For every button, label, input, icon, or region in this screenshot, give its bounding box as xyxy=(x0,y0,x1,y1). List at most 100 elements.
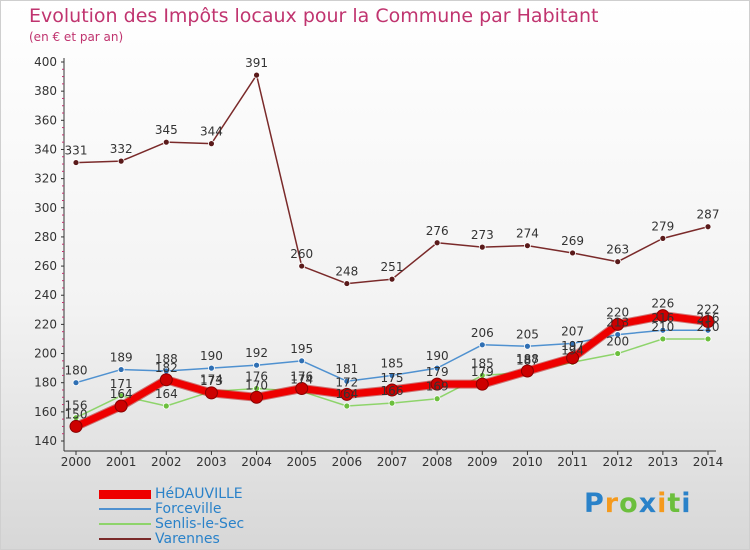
data-point xyxy=(298,357,306,365)
data-label: 169 xyxy=(426,380,449,394)
logo-letter: o xyxy=(619,488,639,519)
data-point xyxy=(253,71,260,79)
x-tick-label: 2001 xyxy=(106,455,137,469)
data-label: 164 xyxy=(110,387,133,401)
data-label: 332 xyxy=(110,142,133,156)
x-tick-label: 2002 xyxy=(151,455,182,469)
data-point xyxy=(433,364,441,372)
data-label: 248 xyxy=(335,265,358,279)
data-point xyxy=(614,350,622,357)
y-tick-label: 260 xyxy=(34,259,57,273)
y-tick-label: 180 xyxy=(34,376,57,390)
data-point xyxy=(72,379,80,387)
data-point xyxy=(569,339,576,347)
y-tick-label: 400 xyxy=(34,55,57,69)
data-label: 180 xyxy=(65,364,88,378)
data-label: 188 xyxy=(516,352,539,366)
data-point xyxy=(701,314,715,328)
data-label: 192 xyxy=(245,346,268,360)
data-label: 200 xyxy=(606,335,629,349)
data-point xyxy=(566,351,580,365)
data-point xyxy=(656,309,670,323)
data-label: 172 xyxy=(335,375,358,389)
data-label: 175 xyxy=(381,371,404,385)
data-label: 174 xyxy=(200,372,223,386)
x-tick-label: 2009 xyxy=(467,455,498,469)
data-label: 210 xyxy=(697,320,720,334)
data-label: 216 xyxy=(697,311,720,325)
y-tick-label: 340 xyxy=(34,142,57,156)
data-label: 164 xyxy=(335,387,358,401)
data-point xyxy=(385,383,399,397)
data-point xyxy=(611,317,625,331)
data-label: 220 xyxy=(606,305,629,319)
legend-swatch xyxy=(99,490,151,499)
data-label: 190 xyxy=(200,349,223,363)
data-point xyxy=(430,377,444,391)
data-point xyxy=(204,386,218,400)
data-point xyxy=(659,326,667,334)
data-point xyxy=(478,243,486,251)
x-tick-label: 2012 xyxy=(602,455,633,469)
data-point xyxy=(298,262,306,270)
data-label: 260 xyxy=(290,247,313,261)
data-label: 176 xyxy=(290,370,313,384)
data-point xyxy=(69,419,83,433)
y-tick-label: 380 xyxy=(34,84,57,98)
x-tick-label: 2000 xyxy=(61,455,92,469)
data-label: 226 xyxy=(651,297,674,311)
data-label: 164 xyxy=(155,387,178,401)
data-label: 263 xyxy=(606,243,629,257)
y-tick-label: 320 xyxy=(34,172,57,186)
data-label: 181 xyxy=(335,362,358,376)
data-point xyxy=(343,377,351,385)
data-label: 171 xyxy=(110,377,133,391)
data-label: 166 xyxy=(381,384,404,398)
data-label: 251 xyxy=(381,260,404,274)
legend-label: Forceville xyxy=(155,501,222,517)
data-point xyxy=(162,402,170,410)
data-label: 185 xyxy=(381,356,404,370)
logo-letter: r xyxy=(604,488,620,519)
data-point xyxy=(208,140,215,148)
chart-subtitle: (en € et par an) xyxy=(29,30,124,44)
data-point xyxy=(253,361,260,369)
data-label: 150 xyxy=(65,407,88,421)
data-label: 213 xyxy=(606,316,629,330)
data-label: 195 xyxy=(290,342,313,356)
x-tick-label: 2007 xyxy=(377,455,408,469)
data-point xyxy=(208,364,215,372)
data-point xyxy=(569,249,576,257)
x-tick-label: 2003 xyxy=(196,455,227,469)
data-point xyxy=(117,366,125,373)
logo-letter: i xyxy=(681,488,692,519)
data-label: 331 xyxy=(65,144,88,158)
x-tick-label: 2006 xyxy=(332,455,363,469)
data-label: 156 xyxy=(65,399,88,413)
data-point xyxy=(117,157,125,165)
data-point xyxy=(250,390,264,404)
data-point xyxy=(524,342,531,350)
logo-letter: t xyxy=(667,488,682,519)
y-tick-label: 360 xyxy=(34,113,57,127)
data-label: 179 xyxy=(426,365,449,379)
x-tick-label: 2011 xyxy=(557,455,588,469)
data-label: 391 xyxy=(245,56,268,70)
data-point xyxy=(72,159,80,166)
y-tick-label: 140 xyxy=(34,434,57,448)
data-point xyxy=(162,138,170,146)
data-point xyxy=(388,275,396,283)
x-tick-label: 2010 xyxy=(512,455,543,469)
y-tick-label: 300 xyxy=(34,201,57,215)
data-label: 176 xyxy=(245,370,268,384)
data-point xyxy=(388,372,396,379)
data-point xyxy=(704,223,712,231)
data-point xyxy=(433,395,441,403)
y-tick-label: 280 xyxy=(34,230,57,244)
legend-label: HéDAUVILLE xyxy=(155,486,243,502)
data-label: 185 xyxy=(471,356,494,370)
x-tick-label: 2005 xyxy=(286,455,317,469)
data-label: 189 xyxy=(110,351,133,365)
